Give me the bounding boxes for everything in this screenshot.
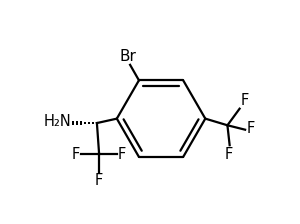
Text: F: F [95, 173, 103, 188]
Text: F: F [118, 146, 126, 162]
Text: F: F [246, 121, 254, 136]
Text: Br: Br [119, 49, 136, 64]
Text: F: F [241, 93, 249, 108]
Text: F: F [224, 147, 233, 162]
Text: F: F [72, 146, 80, 162]
Text: H₂N: H₂N [44, 114, 71, 129]
